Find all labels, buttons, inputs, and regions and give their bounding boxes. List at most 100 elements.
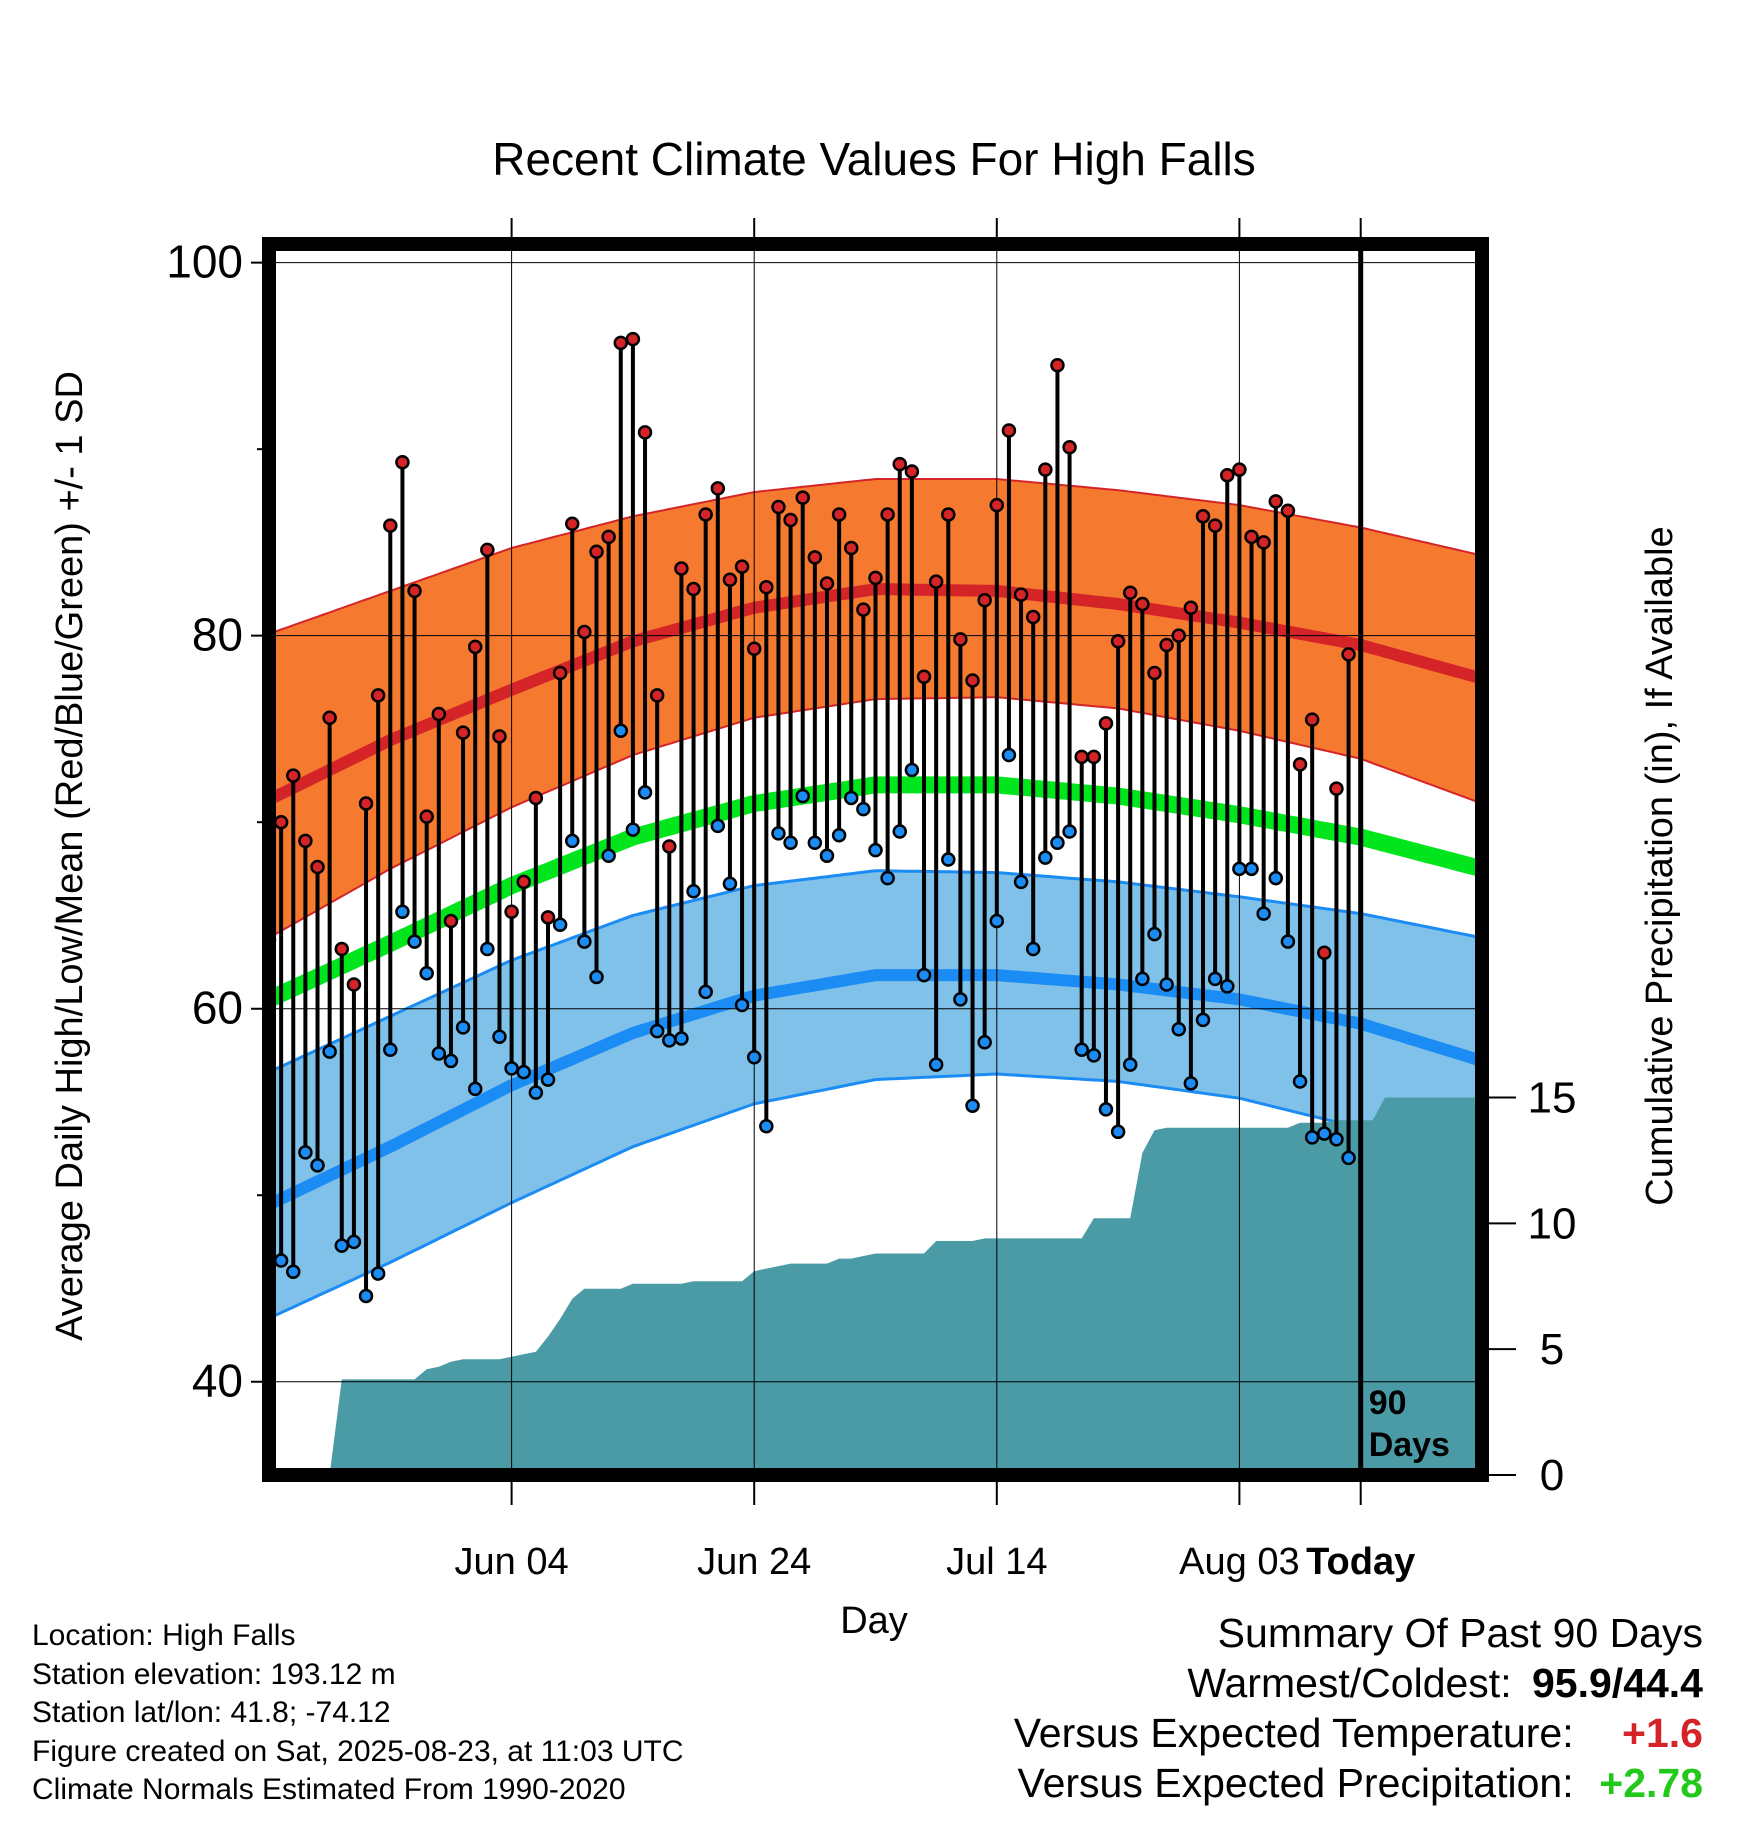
low-point xyxy=(1292,1074,1308,1089)
low-point xyxy=(492,1029,507,1044)
y2-tick-label: 5 xyxy=(1540,1325,1564,1374)
high-point xyxy=(807,550,823,565)
low-point xyxy=(771,826,786,841)
high-point xyxy=(625,331,641,347)
low-point xyxy=(613,723,629,739)
low-upper-edge xyxy=(269,869,1482,1074)
high-point xyxy=(1038,462,1053,477)
high-point xyxy=(662,839,677,854)
high-point xyxy=(819,576,835,591)
high-point xyxy=(455,725,471,740)
low-point xyxy=(698,984,713,1000)
low-point xyxy=(1244,861,1259,877)
high-point xyxy=(916,669,932,684)
low-point xyxy=(1171,1021,1186,1037)
low-point xyxy=(1110,1124,1126,1140)
low-point xyxy=(965,1098,980,1113)
warm-cold-value: 95.9/44.4 xyxy=(1532,1660,1703,1706)
low-point xyxy=(589,969,604,985)
high-point xyxy=(698,507,713,522)
high-point xyxy=(1074,749,1089,765)
low-point xyxy=(334,1238,350,1253)
high-point xyxy=(395,454,410,470)
low-point xyxy=(819,848,835,864)
low-point xyxy=(807,835,823,850)
low-point xyxy=(831,828,847,843)
high-point xyxy=(528,790,544,806)
low-point xyxy=(625,822,641,837)
y2-axis-label: Cumulative Precipitation (in), If Availa… xyxy=(1639,526,1681,1205)
latlon-text: Station lat/lon: 41.8; -74.12 xyxy=(32,1696,391,1729)
high-point xyxy=(868,570,883,586)
high-point xyxy=(1317,945,1332,961)
high-point xyxy=(1050,357,1065,373)
low-point xyxy=(1195,1012,1211,1028)
location-text: Location: High Falls xyxy=(32,1619,296,1652)
high-point xyxy=(492,729,507,744)
high-point xyxy=(1183,600,1199,615)
axes: 40 60 80 100 0 5 10 15 Jun 04 Jun 24 Jul 14 Aug 03 T… xyxy=(166,218,1576,1583)
low-point xyxy=(1135,971,1150,987)
low-point xyxy=(637,785,653,800)
high-point xyxy=(334,941,350,957)
high-point xyxy=(795,490,810,505)
low-point xyxy=(383,1042,398,1057)
high-point xyxy=(552,665,568,681)
low-point xyxy=(1050,835,1065,850)
low-point xyxy=(540,1072,556,1087)
high-point xyxy=(928,574,944,589)
low-point xyxy=(273,1253,289,1268)
high-point xyxy=(431,706,447,722)
low-point xyxy=(370,1266,386,1281)
high-point xyxy=(540,910,556,925)
high-point xyxy=(1025,609,1041,625)
precip-label: Versus Expected Precipitation: xyxy=(1017,1760,1574,1806)
low-point xyxy=(843,790,859,806)
high-point xyxy=(1098,716,1114,731)
high-point xyxy=(1232,462,1247,477)
high-point xyxy=(649,688,665,703)
low-point xyxy=(504,1061,519,1076)
high-point xyxy=(953,632,968,647)
low-point xyxy=(1183,1076,1199,1091)
low-point xyxy=(722,876,738,891)
precip-area xyxy=(269,1097,1482,1475)
low-point xyxy=(662,1033,677,1048)
high-point xyxy=(589,544,604,559)
x-tick-label: Jun 04 xyxy=(455,1541,569,1583)
high-point xyxy=(419,809,434,824)
high-point xyxy=(1110,634,1126,649)
high-point xyxy=(1147,665,1162,681)
low-point xyxy=(746,1049,762,1065)
low-point xyxy=(1220,979,1235,994)
high-point xyxy=(1159,637,1174,653)
low-point xyxy=(1147,926,1162,942)
low-point xyxy=(455,1020,471,1035)
y-tick-label: 100 xyxy=(166,236,243,288)
today-marker-label-1: 90 xyxy=(1369,1384,1407,1422)
low-point xyxy=(516,1064,531,1080)
high-point xyxy=(892,456,908,472)
warm-cold-row: Warmest/Coldest: 95.9/44.4 xyxy=(1014,1658,1703,1708)
high-point xyxy=(407,583,422,599)
y-tick-label: 40 xyxy=(192,1355,243,1407)
x-tick-label: Jun 24 xyxy=(697,1541,811,1583)
created-text: Figure created on Sat, 2025-08-23, at 11… xyxy=(32,1734,684,1768)
summary-heading: Summary Of Past 90 Days xyxy=(1217,1610,1703,1656)
y-tick-label: 80 xyxy=(192,609,243,661)
y2-tick-label: 0 xyxy=(1540,1451,1564,1500)
low-point xyxy=(1098,1102,1114,1117)
low-lower-edge xyxy=(269,1072,1482,1320)
high-point xyxy=(322,710,337,725)
high-point xyxy=(1001,423,1017,438)
high-point xyxy=(370,688,386,703)
high-point xyxy=(977,592,992,608)
x-tick-label: Jul 14 xyxy=(946,1541,1047,1583)
low-point xyxy=(1304,1130,1320,1145)
high-point xyxy=(577,624,592,640)
low-point xyxy=(783,835,798,850)
low-point xyxy=(467,1081,483,1097)
low-normal-line xyxy=(269,969,1482,1211)
low-point xyxy=(1159,977,1174,992)
